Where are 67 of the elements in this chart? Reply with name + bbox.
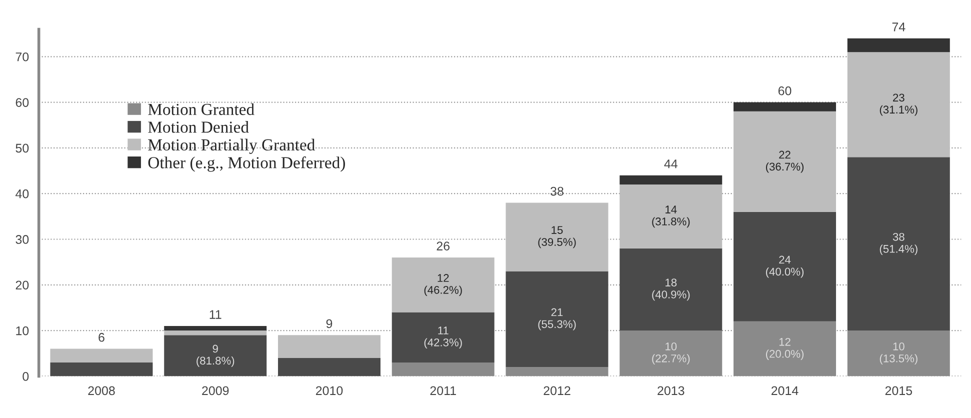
y-tick-label: 40	[16, 189, 29, 198]
data-label: 11 (42.3%)	[424, 326, 462, 349]
bar	[506, 367, 608, 376]
bar	[620, 184, 722, 248]
total-label: 6	[98, 332, 104, 342]
bar	[50, 362, 153, 376]
bar	[734, 111, 836, 212]
data-label: 21 (55.3%)	[538, 308, 576, 330]
bar	[847, 52, 950, 158]
data-label: 24 (40.0%)	[766, 256, 804, 278]
bar	[620, 175, 722, 184]
data-label: 10 (22.7%)	[652, 342, 690, 365]
x-tick-label: 2015	[885, 386, 912, 396]
x-tick-label: 2009	[202, 386, 229, 396]
data-label: 38 (51.4%)	[880, 232, 918, 255]
data-label: 18 (40.9%)	[652, 278, 690, 301]
x-tick-label: 2013	[658, 386, 684, 396]
bar	[734, 212, 836, 322]
bar	[392, 312, 494, 363]
bar	[278, 358, 380, 376]
bar	[392, 258, 494, 312]
y-tick-label: 50	[16, 144, 29, 153]
bar	[164, 330, 267, 336]
total-label: 74	[892, 22, 906, 32]
data-label: 12 (20.0%)	[766, 338, 804, 360]
bar	[620, 248, 722, 331]
x-tick-label: 2014	[772, 386, 798, 396]
data-label: 15 (39.5%)	[538, 226, 576, 248]
y-tick-label: 70	[16, 52, 29, 62]
legend-label: Other (e.g., Motion Deferred)	[148, 156, 345, 172]
x-tick-label: 2008	[88, 386, 115, 396]
bar	[50, 348, 153, 363]
total-label: 26	[436, 242, 450, 250]
x-tick-label: 2010	[316, 386, 343, 396]
data-label: 9 (81.8%)	[196, 344, 234, 367]
bar	[506, 202, 608, 272]
data-label: 14 (31.8%)	[652, 206, 690, 228]
bar	[506, 271, 608, 368]
total-label: 38	[550, 186, 564, 196]
total-label: 44	[664, 160, 678, 168]
bar	[164, 335, 267, 376]
total-label: 60	[778, 86, 792, 96]
y-tick-label: 30	[16, 235, 29, 244]
y-tick-label: 0	[22, 372, 29, 381]
bar	[164, 326, 267, 331]
y-tick-label: 10	[16, 326, 29, 336]
bar	[734, 102, 836, 112]
data-label: 22 (36.7%)	[766, 150, 804, 173]
legend-label: Motion Granted	[148, 103, 254, 116]
bar	[278, 335, 380, 358]
bar	[392, 362, 494, 376]
bar	[620, 330, 722, 376]
y-tick-label: 60	[16, 98, 29, 107]
x-tick-label: 2011	[430, 386, 456, 396]
y-tick-label: 20	[16, 280, 29, 290]
bar	[847, 157, 950, 331]
data-label: 10 (13.5%)	[880, 342, 918, 365]
data-label: 12 (46.2%)	[424, 274, 462, 296]
legend-label: Motion Partially Granted	[148, 138, 315, 154]
total-label: 9	[326, 319, 332, 328]
legend-label: Motion Denied	[148, 121, 249, 133]
bar	[847, 38, 950, 52]
bar	[847, 330, 950, 376]
bar	[734, 321, 836, 376]
x-tick-label: 2012	[544, 386, 570, 396]
total-label: 11	[210, 310, 222, 319]
data-label: 23 (31.1%)	[880, 94, 918, 116]
